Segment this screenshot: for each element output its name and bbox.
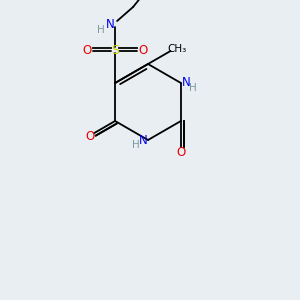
Text: O: O bbox=[139, 44, 148, 58]
Text: O: O bbox=[176, 146, 185, 158]
Text: H: H bbox=[189, 83, 197, 93]
Text: CH₃: CH₃ bbox=[167, 44, 186, 54]
Text: N: N bbox=[139, 134, 147, 146]
Text: H: H bbox=[97, 25, 105, 35]
Text: O: O bbox=[86, 130, 95, 142]
Text: S: S bbox=[111, 44, 119, 58]
Text: N: N bbox=[182, 76, 190, 89]
Text: N: N bbox=[106, 19, 115, 32]
Text: O: O bbox=[82, 44, 92, 58]
Text: H: H bbox=[132, 140, 140, 150]
